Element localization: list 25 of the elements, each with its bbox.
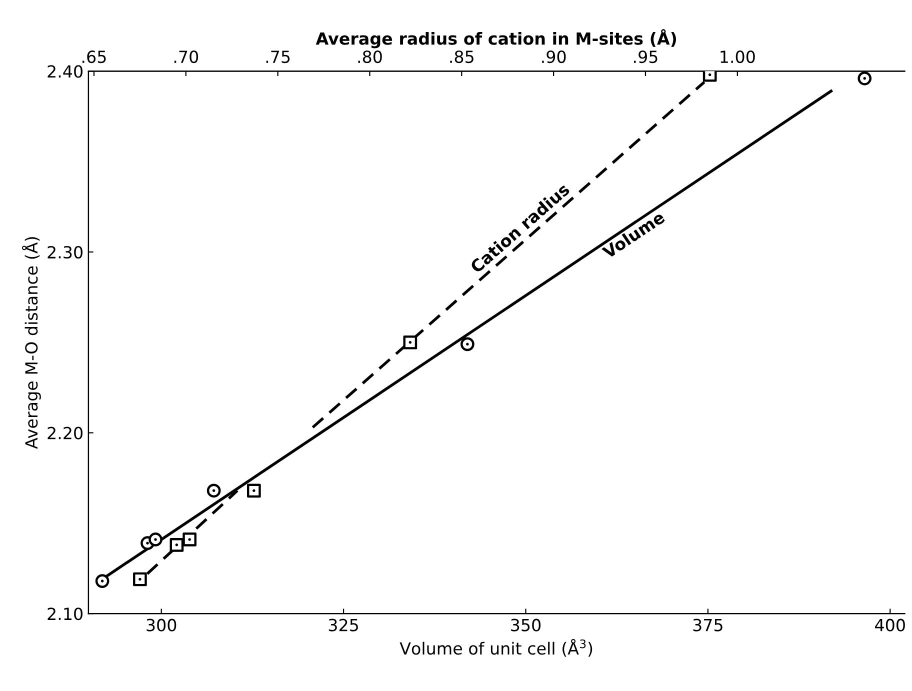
x2-tick-label: .80: [358, 50, 382, 64]
point: [148, 532, 162, 546]
x2-axis-title: Average radius of cation in M-sites (Å): [316, 29, 676, 48]
point: [460, 337, 474, 352]
x2-tick-label: .75: [266, 50, 290, 64]
point: [95, 574, 110, 588]
x2-tick-label: .95: [634, 50, 658, 64]
y-tick-label: 2.40: [48, 65, 82, 78]
y-tick-label: 2.20: [48, 426, 82, 440]
x2-tick-label: 1.00: [720, 50, 755, 64]
point: [858, 71, 872, 86]
y-axis-title: Average M-O distance (Å): [22, 237, 41, 449]
x-tick-label: 350: [511, 618, 541, 632]
x2-tick-label: .85: [450, 50, 474, 64]
x-tick-label: 375: [693, 618, 722, 632]
x-tick-label: 400: [875, 618, 905, 632]
x-tick-label: 325: [328, 618, 358, 632]
x2-tick-label: .70: [174, 50, 198, 64]
x2-tick-label: .90: [542, 50, 566, 64]
x-axis-title: Volume of unit cell (Å$^{3}$): [400, 639, 592, 657]
y-tick-label: 2.10: [48, 608, 82, 620]
x2-tick-label: .65: [82, 50, 106, 64]
y-tick-label: 2.30: [48, 246, 82, 259]
x-tick-label: 300: [146, 618, 176, 632]
point: [206, 484, 221, 498]
